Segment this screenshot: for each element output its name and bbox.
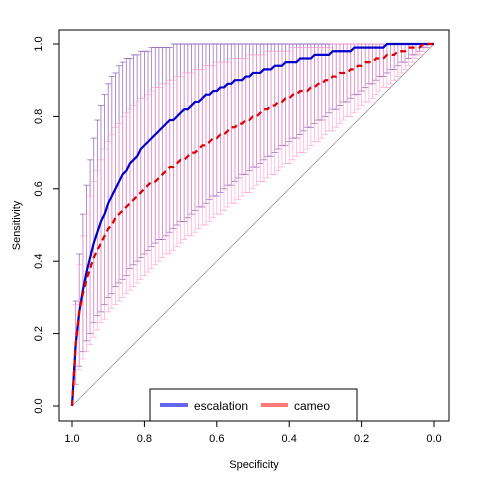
y-axis: 0.0 0.2 0.4 0.6 0.8 1.0 <box>33 36 59 414</box>
y-tick-label: 1.0 <box>33 36 45 51</box>
x-tick-label: 0.8 <box>137 433 152 445</box>
y-tick-label: 0.6 <box>33 181 45 196</box>
diagonal-reference-line <box>71 43 435 407</box>
y-axis-title: Sensitivity <box>11 200 23 250</box>
y-tick-label: 0.2 <box>33 326 45 341</box>
y-tick-label: 0.0 <box>33 398 45 413</box>
x-axis: 1.0 0.8 0.6 0.4 0.2 0.0 <box>64 421 442 445</box>
legend-label-cameo: cameo <box>294 399 330 413</box>
roc-curve-escalation <box>70 42 434 407</box>
y-tick-label: 0.8 <box>33 109 45 124</box>
roc-curve-cameo <box>70 42 434 407</box>
y-tick-label: 0.4 <box>33 254 45 269</box>
confidence-bands <box>72 43 430 385</box>
x-axis-title: Specificity <box>229 459 279 471</box>
x-tick-label: 0.6 <box>209 433 224 445</box>
roc-curves <box>70 42 434 407</box>
x-tick-label: 1.0 <box>64 433 79 445</box>
legend-label-escalation: escalation <box>194 399 248 413</box>
x-tick-label: 0.2 <box>354 433 369 445</box>
x-tick-label: 0.0 <box>426 433 441 445</box>
legend: escalation cameo <box>149 388 358 422</box>
x-tick-label: 0.4 <box>282 433 297 445</box>
